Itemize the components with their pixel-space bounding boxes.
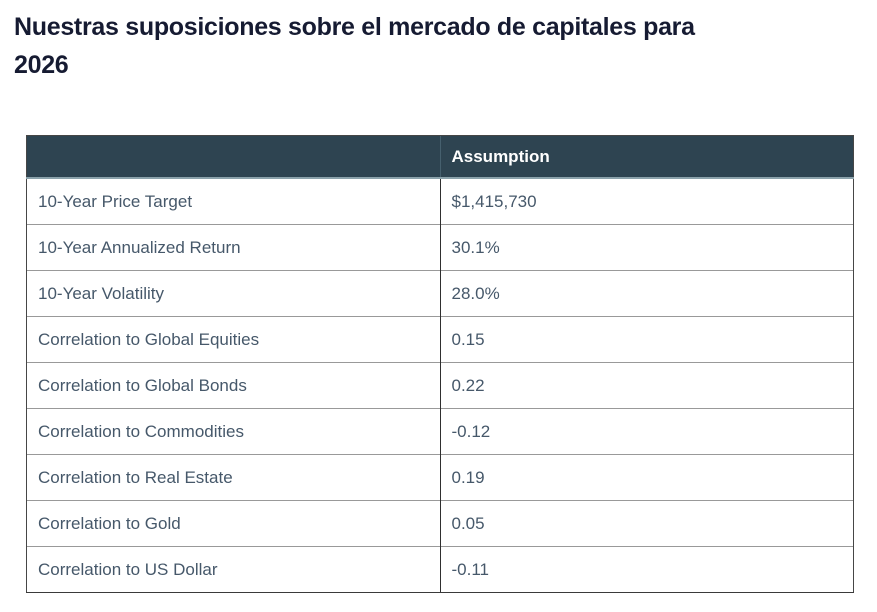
- page-title-line-2: 2026: [14, 51, 69, 79]
- table-row: 10-Year Volatility 28.0%: [26, 270, 854, 317]
- row-value: 28.0%: [439, 270, 854, 317]
- row-value: $1,415,730: [439, 177, 854, 225]
- row-label: 10-Year Price Target: [26, 177, 440, 225]
- table-row: Correlation to Commodities -0.12: [26, 408, 854, 455]
- row-value: 0.22: [439, 362, 854, 409]
- table-row: 10-Year Price Target $1,415,730: [26, 177, 854, 225]
- row-label: Correlation to Global Equities: [26, 316, 440, 363]
- table-row: Correlation to Global Bonds 0.22: [26, 362, 854, 409]
- assumptions-table-body: 10-Year Price Target $1,415,730 10-Year …: [26, 177, 854, 593]
- row-label: Correlation to Global Bonds: [26, 362, 440, 409]
- page-title: Nuestras suposiciones sobre el mercado d…: [0, 0, 877, 84]
- row-value: -0.12: [439, 408, 854, 455]
- table-row: Correlation to US Dollar -0.11: [26, 546, 854, 593]
- header-assumption-column: Assumption: [439, 135, 854, 179]
- assumptions-table: Assumption 10-Year Price Target $1,415,7…: [26, 135, 854, 593]
- row-value: 0.19: [439, 454, 854, 501]
- header-row: Assumption: [26, 135, 854, 179]
- row-label: 10-Year Annualized Return: [26, 224, 440, 271]
- row-label: 10-Year Volatility: [26, 270, 440, 317]
- header-label-column: [26, 135, 440, 179]
- row-value: 30.1%: [439, 224, 854, 271]
- table-row: Correlation to Global Equities 0.15: [26, 316, 854, 363]
- row-value: -0.11: [439, 546, 854, 593]
- table-row: Correlation to Gold 0.05: [26, 500, 854, 547]
- row-value: 0.15: [439, 316, 854, 363]
- row-label: Correlation to Gold: [26, 500, 440, 547]
- table-row: Correlation to Real Estate 0.19: [26, 454, 854, 501]
- row-label: Correlation to Real Estate: [26, 454, 440, 501]
- page-title-line-1: Nuestras suposiciones sobre el mercado d…: [14, 13, 695, 41]
- row-value: 0.05: [439, 500, 854, 547]
- assumptions-table-header: Assumption: [26, 135, 854, 179]
- row-label: Correlation to Commodities: [26, 408, 440, 455]
- row-label: Correlation to US Dollar: [26, 546, 440, 593]
- table-row: 10-Year Annualized Return 30.1%: [26, 224, 854, 271]
